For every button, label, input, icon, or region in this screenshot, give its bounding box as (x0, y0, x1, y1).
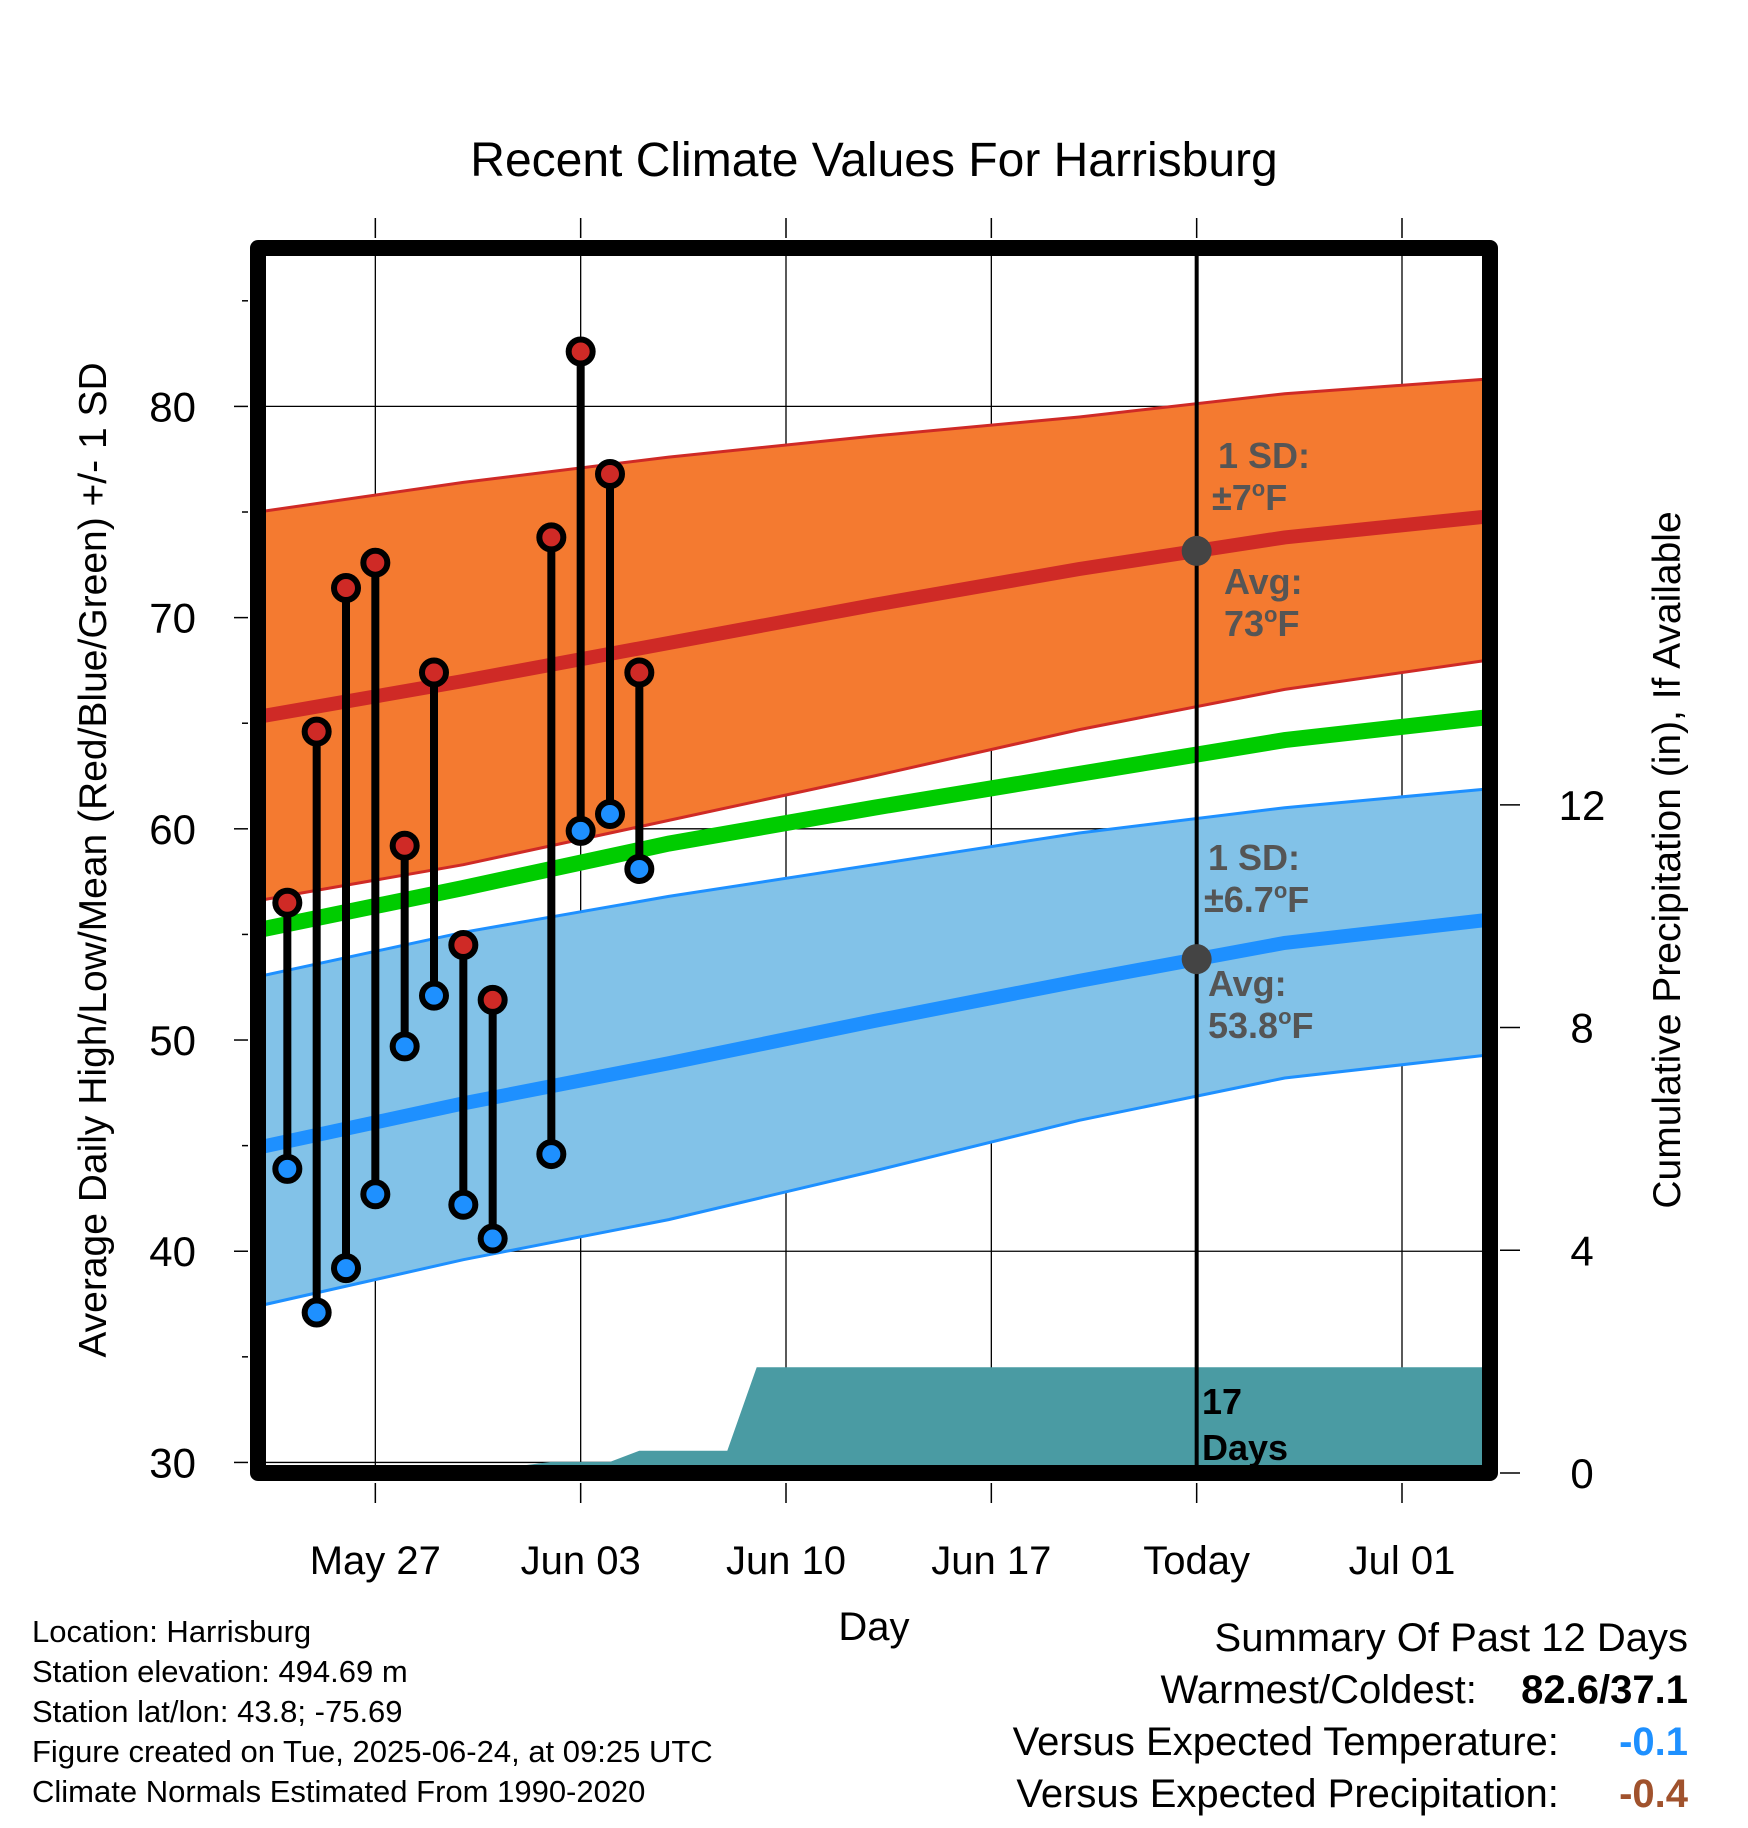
station-info: Location: Harrisburg Station elevation: … (32, 1612, 713, 1812)
y2-tick-label: 12 (1559, 782, 1606, 829)
y2-tick-label: 0 (1570, 1450, 1593, 1497)
observed-high-point (448, 929, 479, 960)
observed-high-point (565, 336, 596, 367)
summary-warm-cold: Warmest/Coldest: 82.6/37.1 (1013, 1664, 1689, 1716)
created-text: Figure created on Tue, 2025-06-24, at 09… (32, 1734, 713, 1769)
precip-days-label: Days (1202, 1427, 1288, 1468)
observed-high-point (624, 657, 655, 688)
y-axis-label: Average Daily High/Low/Mean (Red/Blue/Gr… (72, 362, 115, 1357)
x-tick-label: Today (1143, 1539, 1250, 1583)
low-sd-value: ±6.7oF (1204, 878, 1309, 920)
high-avg-label: Avg: (1224, 561, 1303, 602)
high-sd-band (258, 378, 1490, 901)
y-tick-label: 30 (149, 1439, 196, 1486)
observed-low-point (360, 1179, 391, 1210)
location-text: Location: Harrisburg (32, 1614, 312, 1649)
today-high-avg-marker (1181, 535, 1212, 566)
high-sd-band-upper-edge (258, 377, 1490, 514)
observed-low-point (331, 1253, 361, 1284)
low-sd-band-lower-edge (258, 1053, 1490, 1308)
today-low-avg-marker (1181, 944, 1212, 975)
observed-high-point (595, 458, 625, 489)
y2-axis-label: Cumulative Precipitation (in), If Availa… (1646, 511, 1689, 1208)
observed-low-point (301, 1297, 332, 1328)
latlon-text: Station lat/lon: 43.8; -75.69 (32, 1694, 403, 1729)
observed-low-point (477, 1223, 508, 1254)
x-tick-label: Jun 10 (726, 1539, 846, 1583)
low-avg-label: Avg: (1208, 963, 1287, 1004)
y-tick-label: 50 (149, 1017, 196, 1064)
precip-days-count: 17 (1202, 1381, 1242, 1422)
observed-high-point (389, 830, 420, 861)
observed-high-point (360, 547, 391, 578)
observed-low-point (419, 980, 449, 1011)
high-sd-band-lower-edge (258, 658, 1490, 903)
high-sd-value: ±7oF (1212, 476, 1287, 518)
summary-temp: Versus Expected Temperature: -0.1 (1013, 1716, 1688, 1768)
high-sd-label: 1 SD: (1218, 435, 1310, 476)
y-tick-label: 40 (149, 1228, 196, 1275)
x-tick-label: Jun 17 (931, 1539, 1051, 1583)
x-axis-label: Day (838, 1605, 909, 1649)
plot-border (250, 240, 1498, 1481)
precip-anomaly-value: -0.4 (1619, 1772, 1688, 1816)
summary-precip: Versus Expected Precipitation: -0.4 (1013, 1768, 1688, 1820)
plot-area (258, 248, 1490, 1473)
mean-normal-line (258, 708, 1490, 939)
observed-low-point (565, 815, 596, 846)
x-tick-label: May 27 (310, 1539, 441, 1583)
observed-low-point (448, 1189, 479, 1220)
observed-low-point (389, 1031, 420, 1062)
plot-frame (250, 240, 1498, 1481)
y2-tick-label: 8 (1570, 1005, 1593, 1052)
low-sd-band (258, 788, 1490, 1307)
y-tick-label: 60 (149, 806, 196, 853)
temp-anomaly-label: Versus Expected Temperature: (1012, 1720, 1559, 1764)
temp-anomaly-value: -0.1 (1619, 1720, 1688, 1764)
precip-anomaly-label: Versus Expected Precipitation: (1016, 1772, 1559, 1816)
observed-high-point (536, 522, 567, 553)
y2-tick-label: 4 (1570, 1227, 1593, 1274)
low-avg-value: 53.8oF (1208, 1004, 1314, 1046)
warm-cold-value: 82.6/37.1 (1521, 1668, 1688, 1712)
high-normal-line (258, 509, 1490, 724)
summary-title: Summary Of Past 12 Days (1214, 1616, 1688, 1660)
observed-high-point (419, 657, 449, 688)
chart-title: Recent Climate Values For Harrisburg (470, 134, 1277, 187)
observed-high-point (272, 887, 303, 918)
observed-high-point (301, 716, 332, 747)
warm-cold-label: Warmest/Coldest: (1160, 1668, 1477, 1712)
y-tick-label: 70 (149, 595, 196, 642)
high-avg-value: 73oF (1224, 602, 1300, 644)
x-tick-label: Jun 03 (521, 1539, 641, 1583)
observed-low-point (595, 799, 625, 830)
low-sd-label: 1 SD: (1208, 837, 1300, 878)
summary-panel: Summary Of Past 12 Days Warmest/Coldest:… (1013, 1612, 1688, 1820)
elevation-text: Station elevation: 494.69 m (32, 1654, 408, 1689)
precip-area (463, 1367, 1490, 1473)
normals-text: Climate Normals Estimated From 1990-2020 (32, 1774, 646, 1809)
observed-low-point (624, 853, 655, 884)
observed-high-point (331, 573, 361, 604)
observed-low-point (272, 1153, 303, 1184)
x-tick-label: Jul 01 (1349, 1539, 1456, 1583)
observed-high-point (477, 984, 508, 1015)
y-tick-label: 80 (149, 383, 196, 430)
observed-low-point (536, 1139, 567, 1170)
